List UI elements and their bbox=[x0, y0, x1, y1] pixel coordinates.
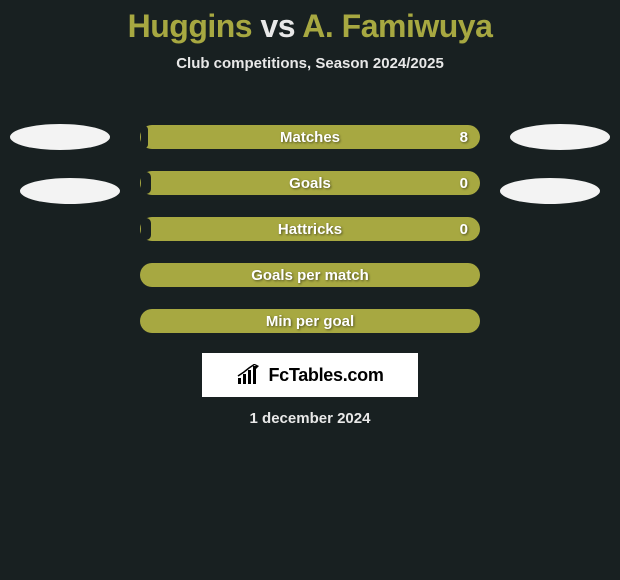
logo-text: FcTables.com bbox=[268, 365, 383, 386]
bar-hattricks-fill bbox=[141, 218, 151, 240]
chart-icon bbox=[236, 364, 264, 386]
bar-gpm-label: Goals per match bbox=[251, 267, 369, 284]
player1-name: Huggins bbox=[128, 8, 252, 44]
bar-hattricks-label: Hattricks bbox=[278, 221, 342, 238]
bar-hattricks-value: 0 bbox=[460, 221, 468, 238]
bar-min-per-goal: Min per goal bbox=[140, 309, 480, 333]
header: Huggins vs A. Famiwuya Club competitions… bbox=[0, 0, 620, 72]
bar-mpg-label: Min per goal bbox=[266, 313, 354, 330]
bar-goals-label: Goals bbox=[289, 175, 331, 192]
date-text: 1 december 2024 bbox=[250, 410, 371, 427]
subtitle: Club competitions, Season 2024/2025 bbox=[0, 55, 620, 72]
bar-goals-per-match: Goals per match bbox=[140, 263, 480, 287]
player1-avatar-2 bbox=[20, 178, 120, 204]
bar-goals-value: 0 bbox=[460, 175, 468, 192]
player2-avatar-2 bbox=[500, 178, 600, 204]
bar-goals: Goals 0 bbox=[140, 171, 480, 195]
vs-text: vs bbox=[260, 8, 295, 44]
player2-avatar-1 bbox=[510, 124, 610, 150]
stats-bars: Matches 8 Goals 0 Hattricks 0 Goals per … bbox=[140, 125, 480, 355]
bar-goals-fill bbox=[141, 172, 151, 194]
bar-hattricks: Hattricks 0 bbox=[140, 217, 480, 241]
bar-matches-fill bbox=[141, 126, 148, 148]
bar-matches-value: 8 bbox=[460, 129, 468, 146]
player2-name: A. Famiwuya bbox=[302, 8, 492, 44]
logo-box: FcTables.com bbox=[202, 353, 418, 397]
bar-matches: Matches 8 bbox=[140, 125, 480, 149]
bar-matches-label: Matches bbox=[280, 129, 340, 146]
page-title: Huggins vs A. Famiwuya bbox=[0, 8, 620, 45]
player1-avatar-1 bbox=[10, 124, 110, 150]
